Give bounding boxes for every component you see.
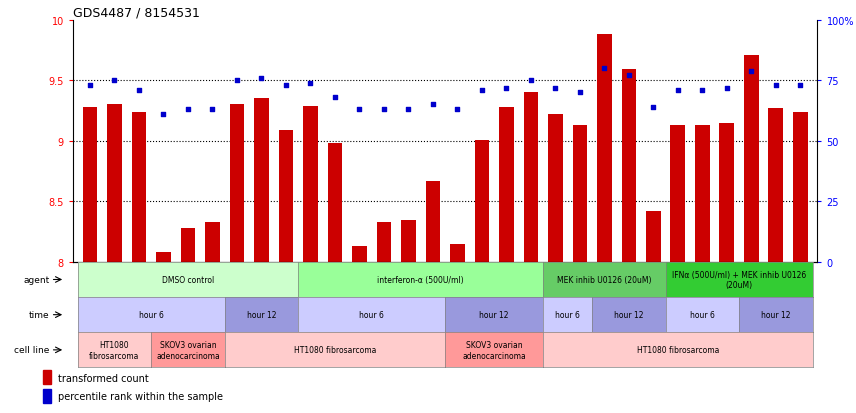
Text: SKOV3 ovarian
adenocarcinoma: SKOV3 ovarian adenocarcinoma [462, 340, 526, 360]
Bar [670, 126, 685, 262]
Point [769, 83, 782, 89]
Bar [621, 70, 636, 262]
Point [622, 73, 636, 80]
Point [745, 68, 758, 75]
Bar [205, 222, 220, 262]
Point [205, 107, 219, 113]
Point [279, 83, 293, 89]
Point [254, 75, 268, 82]
Text: cell line: cell line [14, 346, 50, 354]
Point [377, 107, 390, 113]
Point [597, 66, 611, 72]
Point [108, 78, 122, 84]
Point [401, 107, 415, 113]
Point [671, 88, 685, 94]
Bar [278, 131, 294, 262]
Bar [548, 115, 562, 262]
Bar [303, 107, 318, 262]
Point [304, 80, 318, 87]
Point [230, 78, 244, 84]
Point [646, 104, 660, 111]
Point [181, 107, 195, 113]
Bar [43, 389, 51, 403]
Bar [744, 56, 758, 262]
Text: percentile rank within the sample: percentile rank within the sample [58, 391, 223, 401]
Point [353, 107, 366, 113]
Text: hour 6: hour 6 [556, 311, 580, 319]
Point [573, 90, 586, 96]
Bar [720, 123, 734, 262]
Text: hour 6: hour 6 [139, 311, 163, 319]
Point [500, 85, 514, 92]
Bar [499, 108, 514, 262]
Point [450, 107, 464, 113]
Text: transformed count: transformed count [58, 373, 149, 382]
Bar [474, 140, 490, 262]
Bar [450, 244, 465, 262]
Text: hour 6: hour 6 [690, 311, 715, 319]
Text: hour 6: hour 6 [360, 311, 384, 319]
Point [695, 88, 709, 94]
Text: HT1080 fibrosarcoma: HT1080 fibrosarcoma [637, 346, 719, 354]
Bar [646, 211, 661, 262]
Text: agent: agent [23, 275, 50, 284]
Bar [43, 370, 51, 385]
Bar [695, 126, 710, 262]
Point [83, 83, 97, 89]
Text: interferon-α (500U/ml): interferon-α (500U/ml) [377, 275, 464, 284]
Bar [229, 105, 244, 262]
Text: IFNα (500U/ml) + MEK inhib U0126
(20uM): IFNα (500U/ml) + MEK inhib U0126 (20uM) [672, 270, 806, 290]
Point [475, 88, 489, 94]
Bar [377, 222, 391, 262]
Text: hour 12: hour 12 [761, 311, 791, 319]
Text: DMSO control: DMSO control [162, 275, 214, 284]
Bar [793, 112, 808, 262]
Point [524, 78, 538, 84]
Bar [597, 35, 612, 262]
Bar [156, 253, 170, 262]
Text: HT1080
fibrosarcoma: HT1080 fibrosarcoma [89, 340, 140, 360]
Point [426, 102, 440, 109]
Bar [328, 144, 342, 262]
Bar [107, 105, 122, 262]
Point [720, 85, 734, 92]
Text: hour 12: hour 12 [247, 311, 276, 319]
Text: HT1080 fibrosarcoma: HT1080 fibrosarcoma [294, 346, 376, 354]
Text: hour 12: hour 12 [614, 311, 644, 319]
Point [328, 95, 342, 101]
Bar [254, 99, 269, 262]
Text: MEK inhib U0126 (20uM): MEK inhib U0126 (20uM) [557, 275, 651, 284]
Bar [769, 109, 783, 262]
Bar [425, 181, 440, 262]
Point [794, 83, 807, 89]
Bar [181, 228, 195, 262]
Text: SKOV3 ovarian
adenocarcinoma: SKOV3 ovarian adenocarcinoma [156, 340, 220, 360]
Text: GDS4487 / 8154531: GDS4487 / 8154531 [73, 7, 199, 19]
Text: time: time [29, 311, 50, 319]
Bar [524, 93, 538, 262]
Bar [82, 108, 98, 262]
Point [157, 112, 170, 118]
Point [132, 88, 146, 94]
Text: hour 12: hour 12 [479, 311, 508, 319]
Bar [573, 126, 587, 262]
Point [549, 85, 562, 92]
Bar [352, 247, 366, 262]
Bar [132, 112, 146, 262]
Bar [401, 220, 416, 262]
